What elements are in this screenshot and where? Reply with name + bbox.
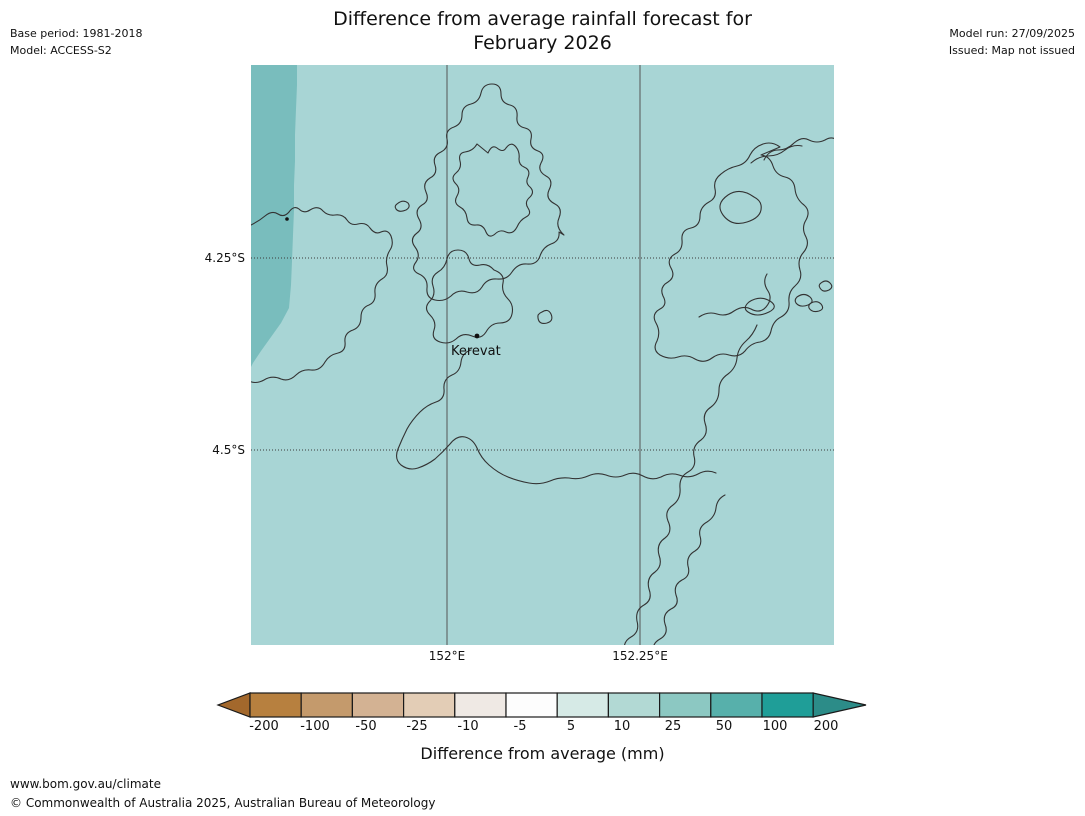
coastline-west-landmass [251,207,393,384]
coastline-islet-c [808,301,824,313]
colorbar-cell-8 [658,692,712,718]
coastline-east-long-south [624,273,771,645]
title-line-1: Difference from average rainfall forecas… [333,8,752,30]
xtick-label-1: 152°E [397,649,497,663]
coastline-island-gazelle-north [452,143,534,237]
xtick-text-1: 152°E [428,649,466,663]
xtick-label-2: 152.25°E [590,649,690,663]
coastline-island-small-west [394,200,410,212]
footer: www.bom.gov.au/climate © Commonwealth of… [10,775,435,813]
colorbar-tick-labels: -200 -100 -50 -25 -10 -5 5 10 25 50 100 … [0,719,1085,739]
colorbar-cell-6 [556,692,610,718]
issued-text: Issued: Map not issued [948,44,1075,57]
model-run-text: Model run: 27/09/2025 [949,27,1075,40]
xtick-text-2: 152.25°E [612,649,668,663]
colorbar-cell-0 [249,692,302,718]
colorbar-cell-10 [761,692,814,718]
ytick-text-2: 4.5°S [212,443,245,457]
station-dot-secondary [285,217,289,221]
station-label-kerevat: Kerevat [451,344,501,359]
colorbar-tick-6: 5 [566,719,576,734]
footer-website: www.bom.gov.au/climate [10,777,161,791]
colorbar [0,688,1085,722]
ytick-label-2: 4.5°S [0,443,245,457]
coastline-east-landmass-main [653,142,809,362]
coastlines [251,83,834,645]
colorbar-tick-1: -100 [300,719,330,734]
map-background [251,65,834,645]
coastline-south-sweep [395,349,717,485]
colorbar-extend-max [812,692,867,718]
ytick-text-1: 4.25°S [204,251,245,265]
colorbar-tick-9: 50 [715,719,733,734]
station-dot-kerevat[interactable] [474,333,480,339]
colorbar-tick-8: 25 [664,719,682,734]
colorbar-cell-2 [351,692,405,718]
coastline-islet-harbour [537,309,553,324]
coastline-island-north-ellipse [719,190,762,224]
colorbar-cell-4 [454,692,507,718]
colorbar-swatches [216,692,867,718]
colorbar-tick-2: -50 [355,719,377,734]
colorbar-tick-10: 100 [762,719,788,734]
forecast-map[interactable]: Kerevat [251,65,834,645]
colorbar-tick-4: -10 [457,719,479,734]
colorbar-cell-7 [607,692,661,718]
colorbar-cell-1 [300,692,354,718]
colorbar-axis-title: Difference from average (mm) [420,744,665,763]
anomaly-patch-upper-left [251,65,297,367]
colorbar-extend-min [216,692,251,718]
colorbar-cell-9 [710,692,763,718]
page-title: Difference from average rainfall forecas… [0,7,1085,55]
coastline-islet-b [794,293,813,307]
coastline-harbour-inner [425,249,514,344]
metadata-right: Model run: 27/09/2025 Issued: Map not is… [949,25,1075,59]
coastline-east-south-meander [653,494,726,645]
coastline-islet-a [744,297,775,316]
model-text: Model: ACCESS-S2 [10,44,112,57]
base-period-text: Base period: 1981-2018 [10,27,143,40]
colorbar-tick-7: 10 [613,719,631,734]
colorbar-tick-11: 200 [813,719,839,734]
footer-copyright: © Commonwealth of Australia 2025, Austra… [10,796,436,810]
colorbar-tick-0: -200 [249,719,279,734]
coastline-gazelle-peninsula [411,83,565,302]
colorbar-cell-5 [505,692,558,718]
coastline-east-north-island [750,137,834,164]
ytick-label-1: 4.25°S [0,251,245,265]
title-line-2: February 2026 [473,32,612,54]
colorbar-tick-3: -25 [406,719,428,734]
coastline-islet-d [818,280,833,292]
metadata-left: Base period: 1981-2018 Model: ACCESS-S2 [10,25,142,59]
colorbar-tick-5: -5 [513,719,527,734]
colorbar-cell-3 [403,692,456,718]
